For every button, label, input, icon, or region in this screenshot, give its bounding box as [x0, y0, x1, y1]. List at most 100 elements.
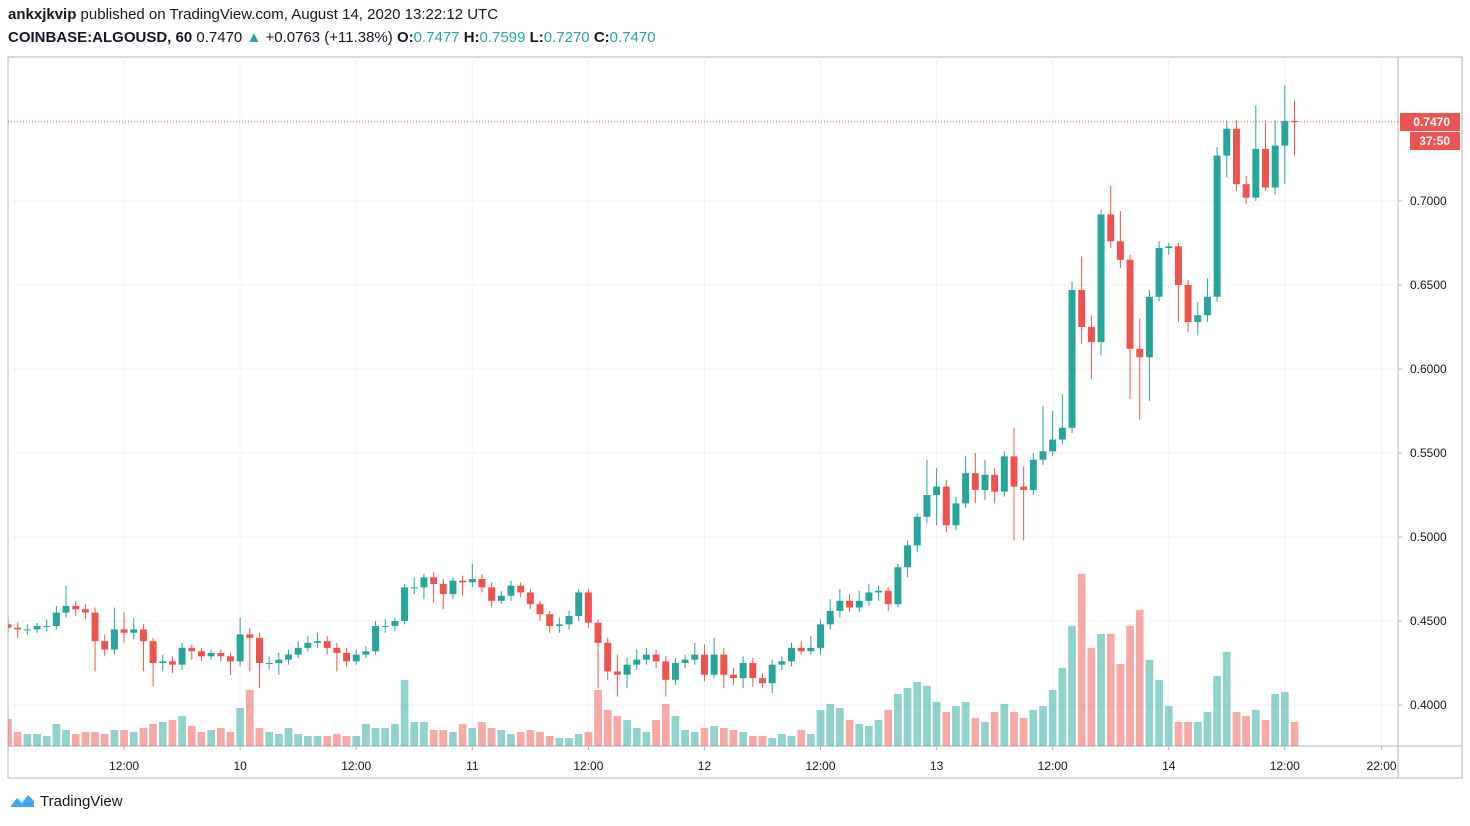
candle-body	[1194, 315, 1202, 322]
candle-body	[604, 642, 612, 672]
ohlc-label: L:	[529, 29, 544, 46]
volume-bar	[787, 735, 796, 746]
candle-body	[517, 585, 525, 593]
y-tick-label: 0.4000	[1410, 698, 1447, 712]
volume-bar	[207, 729, 216, 746]
candle-body	[217, 652, 225, 657]
volume-bar	[139, 727, 148, 746]
candle-body	[62, 605, 70, 613]
candle-body	[1049, 439, 1057, 452]
candle-body	[226, 656, 234, 662]
volume-bar	[1203, 711, 1212, 746]
volume-bar	[120, 729, 128, 746]
candle-body	[671, 663, 679, 680]
candle-body	[265, 663, 273, 665]
volume-bar	[1193, 721, 1202, 746]
volume-bar	[903, 687, 912, 746]
volume-bar	[845, 719, 854, 746]
volume-bar	[758, 735, 767, 746]
volume-bar	[1290, 721, 1299, 746]
candle-body	[1252, 148, 1260, 198]
candle-body	[739, 663, 747, 679]
volume-bar	[700, 727, 709, 746]
candle-body	[875, 590, 883, 593]
volume-bar	[942, 711, 951, 746]
candle-body	[904, 545, 912, 568]
candle-body	[439, 584, 447, 595]
volume-bar	[245, 689, 254, 746]
candle-body	[729, 674, 737, 679]
volume-bar	[100, 733, 109, 746]
volume-bar	[1000, 703, 1009, 746]
volume-bar	[187, 725, 196, 746]
volume-bar	[536, 731, 544, 746]
candle-body	[710, 654, 718, 675]
volume-bar	[681, 729, 689, 746]
volume-bar	[555, 737, 564, 746]
candle-body	[526, 592, 534, 605]
brand[interactable]: TradingView	[40, 792, 123, 810]
candle-body	[294, 647, 302, 655]
candle-body	[1116, 241, 1124, 260]
volume	[8, 573, 1299, 746]
volume-bar	[71, 733, 80, 746]
volume-bar	[768, 737, 777, 746]
candle-body	[575, 592, 583, 616]
volume-bar	[1106, 633, 1115, 746]
candle-body	[546, 614, 554, 627]
candle-body	[120, 629, 128, 633]
symbol: COINBASE:ALGOUSD, 60	[8, 29, 193, 46]
x-tick-label: 11	[466, 759, 479, 773]
y-tick-label: 0.5500	[1410, 446, 1447, 460]
volume-bar	[284, 727, 293, 746]
axes: 0.4000 0.4500 0.5000 0.5500 0.6000 0.6500 0.70…	[109, 113, 1460, 773]
candle-body	[613, 671, 621, 675]
volume-bar	[1145, 659, 1154, 746]
candle-body	[1029, 459, 1037, 490]
volume-bar	[816, 709, 825, 746]
volume-bar	[990, 711, 999, 746]
y-tick-label: 0.7000	[1410, 194, 1447, 208]
ohlc-value: 0.7599	[479, 29, 526, 46]
volume-bar	[961, 701, 970, 746]
volume-bar	[584, 731, 593, 746]
y-tick-label: 0.6500	[1410, 278, 1447, 292]
candle-body	[817, 624, 825, 648]
arrow: ▲	[246, 29, 262, 46]
volume-bar	[439, 729, 448, 746]
volume-bar	[8, 718, 12, 746]
volume-bar	[574, 733, 583, 746]
author[interactable]: ankxjkvip	[8, 6, 77, 23]
volume-bar	[478, 721, 486, 746]
candle-body	[1184, 284, 1192, 322]
volume-bar	[420, 721, 428, 746]
candle-body	[101, 641, 109, 650]
volume-bar	[874, 719, 883, 746]
candle-body	[623, 664, 631, 675]
volume-bar	[855, 723, 864, 746]
candle-body	[720, 654, 728, 675]
candle-body	[314, 641, 322, 643]
volume-bar	[661, 703, 670, 746]
candle-body	[256, 637, 263, 664]
candle-body	[1232, 128, 1240, 185]
x-tick-label: 13	[930, 759, 944, 773]
published: published on TradingView.com, August 14,…	[80, 6, 499, 23]
logo[interactable]	[8, 792, 36, 810]
candle-body	[285, 654, 292, 660]
publish-line: ankxjkvip published on TradingView.com, …	[8, 6, 498, 23]
candle-body	[23, 629, 31, 631]
candle-body	[1291, 120, 1298, 123]
candle-body	[1213, 155, 1221, 297]
volume-bar	[1077, 573, 1086, 746]
volume-bar	[449, 731, 457, 746]
volume-bar	[236, 707, 245, 746]
volume-bar	[23, 733, 32, 746]
candle-body	[894, 567, 902, 605]
candle-body	[1174, 246, 1182, 285]
candle-body	[188, 647, 196, 652]
candle-body	[826, 610, 834, 625]
volume-bar	[526, 729, 535, 746]
volume-bar	[381, 727, 390, 746]
volume-bar	[1213, 675, 1221, 746]
